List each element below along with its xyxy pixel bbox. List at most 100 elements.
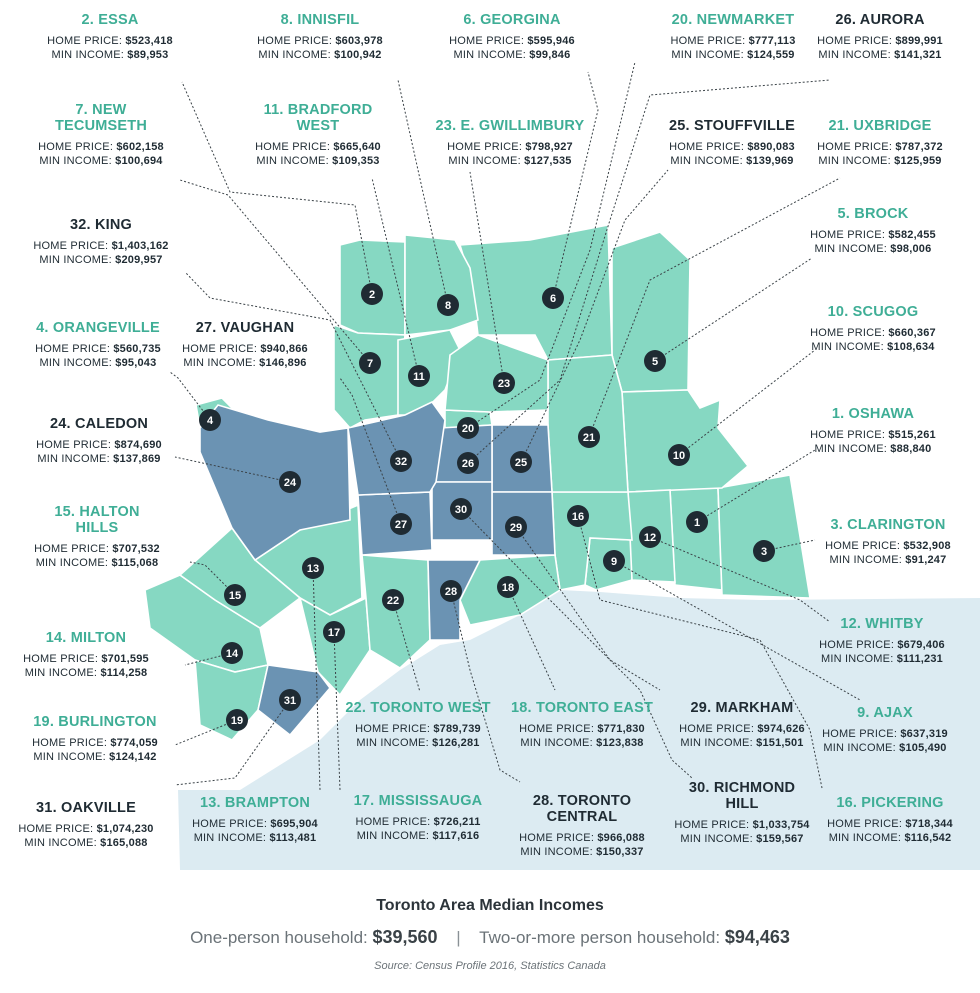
min-income-value: $98,006 (890, 243, 932, 255)
region-label-31: 31. OAKVILLE HOME PRICE: $1,074,230 MIN IN… (6, 800, 166, 850)
region-marker-number: 15 (229, 590, 241, 602)
region-marker-21: 21 (578, 426, 600, 448)
home-price-label: HOME PRICE: (670, 35, 749, 47)
household-income-summary: One-person household: $39,560 | Two-or-m… (0, 927, 980, 948)
region-name: 24. CALEDON (49, 416, 149, 432)
min-income-row: MIN INCOME: $100,942 (240, 48, 400, 62)
region-marker-number: 31 (284, 695, 296, 707)
min-income-row: MIN INCOME: $150,337 (502, 845, 662, 859)
region-marker-number: 22 (387, 595, 399, 607)
region-name: 15. HALTON HILLS (54, 504, 140, 536)
region-marker-number: 23 (498, 378, 510, 390)
leader-line-13 (312, 567, 321, 791)
home-price-value: $532,908 (903, 540, 951, 552)
region-marker-12: 12 (639, 526, 661, 548)
region-name: 5. BROCK (837, 206, 909, 222)
region-marker-dot (199, 409, 221, 431)
min-income-value: $127,535 (524, 155, 572, 167)
region-marker-number: 20 (462, 423, 474, 435)
min-income-row: MIN INCOME: $124,559 (653, 48, 813, 62)
home-price-value: $726,211 (433, 816, 481, 828)
region-label-13: 13. BRAMPTON HOME PRICE: $695,904 MIN INCO… (175, 795, 335, 845)
region-label-24: 24. CALEDON HOME PRICE: $874,690 MIN INCOM… (19, 416, 179, 466)
min-income-row: MIN INCOME: $99,846 (432, 48, 592, 62)
home-price-row: HOME PRICE: $774,059 (15, 736, 175, 750)
home-price-label: HOME PRICE: (674, 819, 753, 831)
min-income-label: MIN INCOME: (680, 737, 753, 749)
min-income-row: MIN INCOME: $116,542 (810, 831, 970, 845)
region-label-29: 29. MARKHAM HOME PRICE: $974,626 MIN INCOM… (662, 700, 822, 750)
region-marker-dot (505, 516, 527, 538)
region-marker-dot (668, 444, 690, 466)
home-price-label: HOME PRICE: (32, 737, 111, 749)
leader-line-27 (339, 377, 402, 525)
min-income-label: MIN INCOME: (520, 846, 593, 858)
leader-line-7 (179, 179, 371, 364)
region-label-23: 23. E. GWILLIMBURY HOME PRICE: $798,927 MI… (430, 118, 590, 168)
region-name: 4. ORANGEVILLE (36, 320, 160, 336)
min-income-value: $91,247 (905, 554, 947, 566)
home-price-row: HOME PRICE: $798,927 (430, 140, 590, 154)
region-marker-26: 26 (457, 452, 479, 474)
region-marker-6: 6 (542, 287, 564, 309)
min-income-value: $123,838 (596, 737, 644, 749)
region-name: 3. CLARINGTON (830, 517, 946, 533)
leader-line-18 (507, 586, 556, 691)
region-shape-22 (361, 554, 431, 669)
min-income-label: MIN INCOME: (256, 155, 329, 167)
home-price-value: $974,626 (757, 723, 805, 735)
region-marker-29: 29 (505, 516, 527, 538)
region-marker-number: 25 (515, 457, 527, 469)
region-marker-dot (221, 642, 243, 664)
region-marker-number: 29 (510, 522, 522, 534)
home-price-value: $777,113 (748, 35, 796, 47)
min-income-row: MIN INCOME: $113,481 (175, 831, 335, 845)
region-marker-number: 5 (652, 356, 658, 368)
region-name: 22. TORONTO WEST (345, 700, 491, 716)
min-income-label: MIN INCOME: (356, 737, 429, 749)
home-price-value: $695,904 (270, 818, 318, 830)
min-income-label: MIN INCOME: (183, 357, 256, 369)
min-income-value: $150,337 (596, 846, 644, 858)
leader-line-29 (515, 526, 661, 691)
region-name: 2. ESSA (81, 12, 139, 28)
region-name: 14. MILTON (45, 630, 127, 646)
home-price-label: HOME PRICE: (819, 639, 898, 651)
min-income-label: MIN INCOME: (520, 737, 593, 749)
region-name: 16. PICKERING (836, 795, 944, 811)
map-title: Toronto Area Median Incomes (376, 897, 604, 914)
region-shape-7 (333, 323, 406, 430)
home-price-label: HOME PRICE: (18, 823, 97, 835)
region-marker-number: 16 (572, 511, 584, 523)
home-price-value: $665,640 (333, 141, 381, 153)
region-name: 26. AURORA (835, 12, 925, 28)
min-income-row: MIN INCOME: $117,616 (338, 829, 498, 843)
min-income-value: $100,942 (334, 49, 382, 61)
region-name: 7. NEW TECUMSETH (54, 102, 148, 134)
min-income-value: $99,846 (529, 49, 571, 61)
min-income-label: MIN INCOME: (193, 832, 267, 844)
leader-line-28 (450, 590, 521, 783)
one-person-value: $39,560 (372, 927, 438, 947)
region-name: 29. MARKHAM (690, 700, 794, 716)
region-marker-dot (578, 426, 600, 448)
region-marker-number: 10 (673, 450, 685, 462)
home-price-label: HOME PRICE: (817, 35, 896, 47)
region-marker-14: 14 (221, 642, 243, 664)
min-income-label: MIN INCOME: (820, 653, 894, 665)
min-income-value: $165,088 (100, 837, 148, 849)
home-price-label: HOME PRICE: (822, 728, 901, 740)
home-price-value: $789,739 (433, 723, 481, 735)
region-marker-number: 13 (307, 563, 319, 575)
home-price-value: $582,455 (888, 229, 936, 241)
min-income-value: $89,953 (127, 49, 169, 61)
region-marker-7: 7 (359, 352, 381, 374)
min-income-label: MIN INCOME: (51, 49, 125, 61)
min-income-label: MIN INCOME: (829, 554, 903, 566)
region-marker-5: 5 (644, 350, 666, 372)
home-price-label: HOME PRICE: (35, 343, 114, 355)
region-marker-dot (510, 451, 532, 473)
region-name: 17. MISSISSAUGA (353, 793, 483, 809)
home-price-row: HOME PRICE: $966,088 (502, 831, 662, 845)
